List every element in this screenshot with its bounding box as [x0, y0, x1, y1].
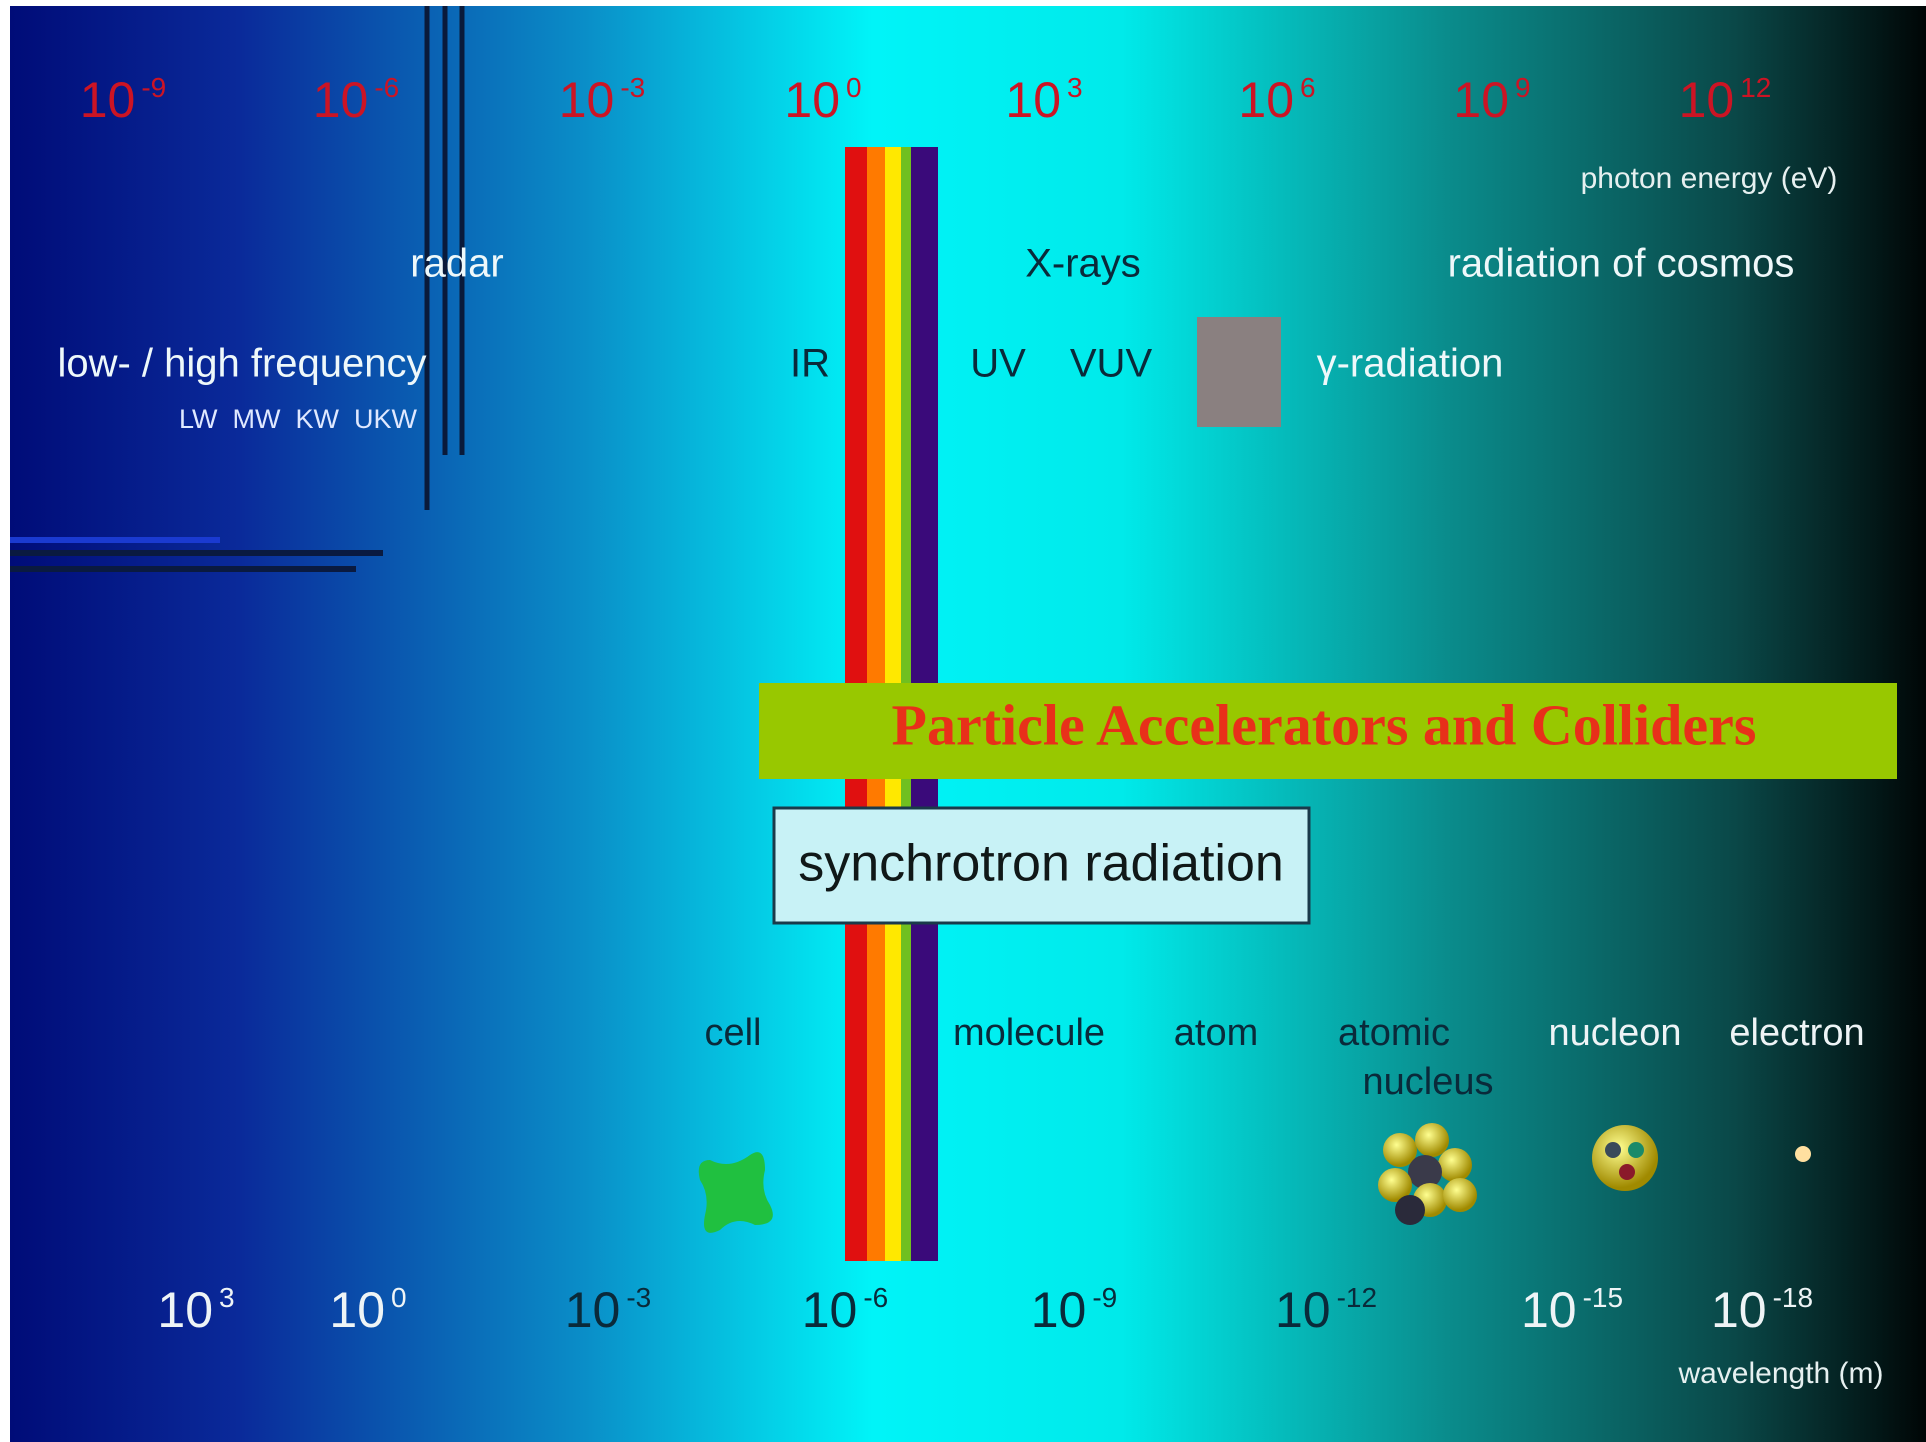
- wavelength-label: wavelength (m): [1677, 1357, 1883, 1390]
- tick-exponent: -6: [863, 1282, 888, 1313]
- tick-exponent: -3: [620, 72, 645, 103]
- tick-exponent: -18: [1773, 1282, 1813, 1313]
- uv-label: UV: [970, 342, 1026, 386]
- tick-exponent: 6: [1300, 72, 1316, 103]
- nucleon-icon: [1592, 1125, 1658, 1191]
- radar-label: radar: [410, 242, 503, 286]
- tick-exponent: 0: [391, 1282, 407, 1313]
- tick-base: 10: [784, 72, 840, 128]
- object-label: atom: [1174, 1012, 1258, 1054]
- frequency-label: low- / high frequency: [57, 342, 426, 386]
- tick-exponent: -12: [1337, 1282, 1377, 1313]
- tick-base: 10: [1453, 72, 1509, 128]
- tick-base: 10: [1238, 72, 1294, 128]
- object-label: cell: [704, 1012, 761, 1054]
- xrays-label: X-rays: [1025, 242, 1141, 286]
- tick-exponent: 12: [1740, 72, 1771, 103]
- bands-label: LW MW KW UKW: [179, 404, 417, 434]
- object-label: nucleus: [1363, 1061, 1494, 1103]
- tick-exponent: 0: [846, 72, 862, 103]
- tick-exponent: 3: [219, 1282, 235, 1313]
- object-label: molecule: [953, 1012, 1105, 1054]
- tick-base: 10: [313, 72, 369, 128]
- tick-exponent: -9: [141, 72, 166, 103]
- tick-exponent: -3: [626, 1282, 651, 1313]
- tick-base: 10: [1711, 1282, 1767, 1338]
- tick-base: 10: [1275, 1282, 1331, 1338]
- tick-exponent: 3: [1067, 72, 1083, 103]
- tick-exponent: -9: [1092, 1282, 1117, 1313]
- tick-base: 10: [565, 1282, 621, 1338]
- banner-title: Particle Accelerators and Colliders: [892, 692, 1757, 757]
- tick-base: 10: [1679, 72, 1735, 128]
- cosmos-label: radiation of cosmos: [1448, 242, 1795, 286]
- synchrotron-label: synchrotron radiation: [798, 835, 1284, 893]
- ir-label: IR: [790, 342, 830, 386]
- tick-exponent: -15: [1583, 1282, 1623, 1313]
- tick-base: 10: [1521, 1282, 1577, 1338]
- electron-icon: [1795, 1146, 1811, 1162]
- object-label: electron: [1729, 1012, 1864, 1054]
- tick-base: 10: [329, 1282, 385, 1338]
- object-label: nucleon: [1548, 1012, 1681, 1054]
- cell-icon: [699, 1152, 773, 1233]
- tick-base: 10: [1031, 1282, 1087, 1338]
- slide: 10-910-610-31001031061091012 photon ener…: [0, 0, 1926, 1442]
- tick-base: 10: [802, 1282, 858, 1338]
- object-label: atomic: [1338, 1012, 1450, 1054]
- vuv-label: VUV: [1070, 342, 1153, 386]
- tick-exponent: -6: [374, 72, 399, 103]
- energy-label: photon energy (eV): [1581, 162, 1838, 195]
- tick-base: 10: [157, 1282, 213, 1338]
- tick-base: 10: [1005, 72, 1061, 128]
- tick-exponent: 9: [1515, 72, 1531, 103]
- tick-base: 10: [80, 72, 136, 128]
- tick-base: 10: [559, 72, 615, 128]
- gamma-block: [1197, 317, 1281, 427]
- gamma-label: γ-radiation: [1317, 342, 1504, 386]
